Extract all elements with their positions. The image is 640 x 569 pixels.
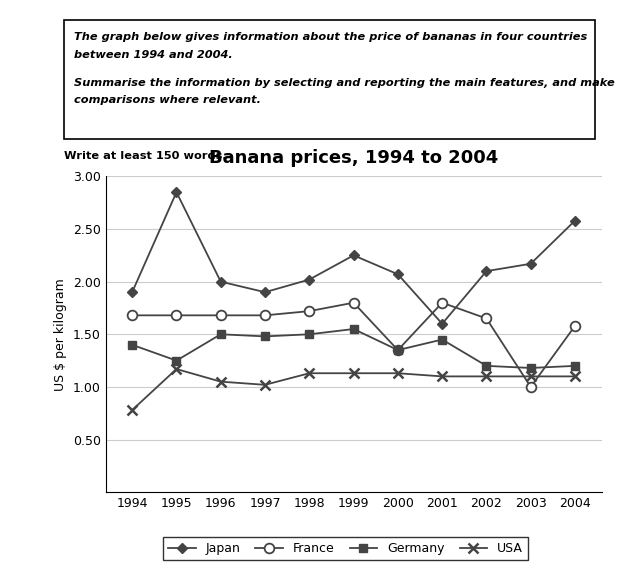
Text: comparisons where relevant.: comparisons where relevant.: [74, 95, 260, 105]
Germany: [350, 325, 358, 332]
Text: between 1994 and 2004.: between 1994 and 2004.: [74, 50, 232, 60]
Line: Germany: Germany: [129, 325, 579, 372]
USA: [394, 370, 402, 377]
Japan: [527, 261, 534, 267]
Japan: [261, 288, 269, 296]
USA: [305, 370, 313, 377]
France: [217, 312, 225, 319]
France: [350, 299, 358, 306]
France: [261, 312, 269, 319]
France: [305, 308, 313, 315]
Germany: [173, 357, 180, 364]
Japan: [173, 189, 180, 196]
Germany: [394, 347, 402, 353]
Line: USA: USA: [127, 364, 580, 415]
Japan: [129, 288, 136, 296]
Japan: [350, 252, 358, 259]
USA: [483, 373, 490, 380]
Line: Japan: Japan: [129, 188, 579, 328]
France: [129, 312, 136, 319]
Germany: [571, 362, 579, 369]
Germany: [261, 333, 269, 340]
USA: [261, 381, 269, 388]
France: [571, 323, 579, 329]
Japan: [483, 268, 490, 275]
Japan: [571, 217, 579, 224]
USA: [217, 378, 225, 385]
Legend: Japan, France, Germany, USA: Japan, France, Germany, USA: [163, 537, 528, 560]
USA: [173, 366, 180, 373]
USA: [350, 370, 358, 377]
Germany: [483, 362, 490, 369]
Line: France: France: [127, 298, 580, 392]
Title: Banana prices, 1994 to 2004: Banana prices, 1994 to 2004: [209, 149, 498, 167]
USA: [438, 373, 446, 380]
France: [173, 312, 180, 319]
USA: [527, 373, 534, 380]
USA: [129, 407, 136, 414]
France: [438, 299, 446, 306]
USA: [571, 373, 579, 380]
Germany: [527, 365, 534, 372]
Y-axis label: US $ per kilogram: US $ per kilogram: [54, 278, 67, 391]
Germany: [305, 331, 313, 337]
France: [483, 315, 490, 322]
Japan: [305, 276, 313, 283]
Japan: [217, 278, 225, 285]
Japan: [438, 320, 446, 327]
Japan: [394, 271, 402, 278]
Text: The graph below gives information about the price of bananas in four countries: The graph below gives information about …: [74, 32, 587, 43]
France: [394, 347, 402, 353]
Germany: [438, 336, 446, 343]
Text: Summarise the information by selecting and reporting the main features, and make: Summarise the information by selecting a…: [74, 78, 614, 88]
France: [527, 384, 534, 390]
Text: Write at least 150 words.: Write at least 150 words.: [64, 151, 227, 161]
Germany: [217, 331, 225, 337]
Germany: [129, 341, 136, 348]
